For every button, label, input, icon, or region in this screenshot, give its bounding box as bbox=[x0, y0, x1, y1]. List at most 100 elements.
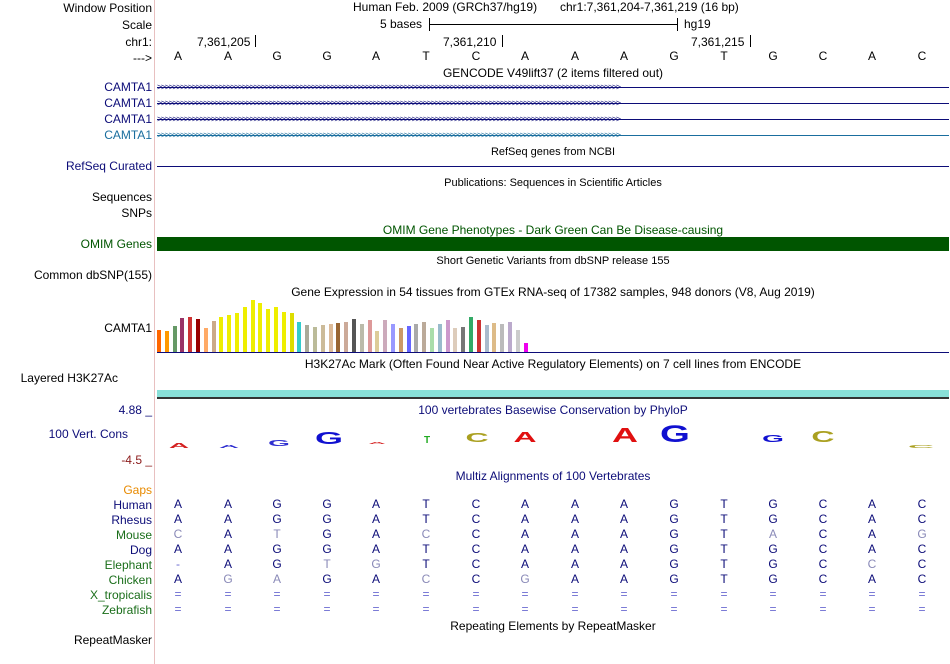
gencode-transcript-line[interactable]: >>>>>>>>>>>>>>>>>>>>>>>>>>>>>>>>>>>>>>>>… bbox=[157, 80, 949, 95]
species-label[interactable]: Dog bbox=[129, 543, 152, 557]
species-label[interactable]: Elephant bbox=[104, 558, 152, 572]
gtex-tissue-bar[interactable] bbox=[219, 317, 224, 352]
gtex-tissue-bar[interactable] bbox=[391, 324, 395, 352]
gtex-tissue-bar[interactable] bbox=[406, 326, 411, 352]
species-label[interactable]: Chicken bbox=[108, 573, 152, 587]
gtex-tissue-bar[interactable] bbox=[515, 330, 520, 352]
gtex-title[interactable]: Gene Expression in 54 tissues from GTEx … bbox=[291, 285, 815, 299]
gtex-tissue-bar[interactable] bbox=[258, 303, 263, 352]
gtex-tissue-bar[interactable] bbox=[196, 319, 200, 352]
track-label-gutter-divider[interactable] bbox=[154, 0, 155, 664]
alignment-base: = bbox=[620, 587, 628, 601]
gencode-transcript-label[interactable]: CAMTA1 bbox=[104, 96, 152, 110]
gtex-tissue-bar[interactable] bbox=[492, 323, 497, 352]
h3k27ac-signal[interactable] bbox=[157, 390, 949, 397]
gtex-tissue-bar[interactable] bbox=[383, 320, 388, 352]
omim-title[interactable]: OMIM Gene Phenotypes - Dark Green Can Be… bbox=[382, 223, 724, 237]
gtex-label[interactable]: CAMTA1 bbox=[104, 321, 152, 335]
gaps-label[interactable]: Gaps bbox=[123, 483, 152, 497]
gtex-tissue-bar[interactable] bbox=[274, 307, 278, 352]
refseq-line[interactable] bbox=[157, 166, 949, 167]
gtex-tissue-bar[interactable] bbox=[445, 320, 450, 352]
gtex-tissue-bar[interactable] bbox=[266, 309, 271, 352]
publications-label[interactable]: Sequences bbox=[91, 190, 152, 204]
gtex-tissue-bar[interactable] bbox=[157, 330, 161, 352]
logo-letter-c: C bbox=[811, 428, 834, 446]
alignment-base: = bbox=[868, 587, 876, 601]
h3k27ac-label[interactable]: Layered H3K27Ac bbox=[20, 371, 118, 385]
gtex-tissue-bar[interactable] bbox=[344, 322, 349, 352]
gtex-tissue-bar[interactable] bbox=[313, 327, 317, 352]
refseq-label[interactable]: RefSeq Curated bbox=[65, 159, 152, 173]
gtex-tissue-bar[interactable] bbox=[242, 307, 247, 352]
gtex-tissue-bar[interactable] bbox=[180, 318, 185, 352]
gtex-tissue-bar[interactable] bbox=[437, 324, 442, 352]
gtex-tissue-bar[interactable] bbox=[164, 331, 169, 352]
alignment-base: G bbox=[669, 497, 679, 511]
gtex-tissue-bar[interactable] bbox=[453, 328, 458, 352]
alignment-base: T bbox=[323, 557, 331, 571]
gtex-tissue-bar[interactable] bbox=[367, 320, 372, 352]
conservation-title[interactable]: 100 vertebrates Basewise Conservation by… bbox=[418, 403, 688, 417]
alignment-base: G bbox=[669, 557, 679, 571]
conservation-label[interactable]: 100 Vert. Cons bbox=[48, 427, 128, 441]
gtex-tissue-bar[interactable] bbox=[500, 324, 505, 352]
base-letter: A bbox=[619, 49, 628, 63]
gencode-transcript-line[interactable]: >>>>>>>>>>>>>>>>>>>>>>>>>>>>>>>>>>>>>>>>… bbox=[157, 96, 949, 111]
gtex-tissue-bar[interactable] bbox=[336, 323, 341, 352]
gtex-tissue-bar[interactable] bbox=[328, 324, 333, 352]
gtex-tissue-bar[interactable] bbox=[461, 327, 466, 352]
dbsnp-label[interactable]: Common dbSNP(155) bbox=[33, 268, 152, 282]
gtex-tissue-bar[interactable] bbox=[414, 324, 419, 352]
dbsnp-title[interactable]: Short Genetic Variants from dbSNP releas… bbox=[436, 255, 670, 267]
gencode-transcript-line[interactable]: >>>>>>>>>>>>>>>>>>>>>>>>>>>>>>>>>>>>>>>>… bbox=[157, 112, 949, 127]
omim-feature[interactable] bbox=[157, 237, 949, 251]
conservation-logo[interactable]: A A G G A T C A A G G C C bbox=[157, 418, 949, 452]
gencode-transcript-label[interactable]: CAMTA1 bbox=[104, 112, 152, 126]
species-label[interactable]: Human bbox=[113, 498, 152, 512]
publications-title[interactable]: Publications: Sequences in Scientific Ar… bbox=[444, 177, 662, 189]
gtex-tissue-bar[interactable] bbox=[430, 328, 434, 352]
multiz-title[interactable]: Multiz Alignments of 100 Vertebrates bbox=[455, 469, 651, 483]
gtex-tissue-bar[interactable] bbox=[422, 322, 427, 352]
gtex-tissue-bar[interactable] bbox=[375, 331, 380, 352]
gencode-title[interactable]: GENCODE V49lift37 (2 items filtered out) bbox=[442, 66, 664, 80]
alignment-base: A bbox=[570, 497, 579, 511]
gtex-tissue-bar[interactable] bbox=[352, 319, 356, 352]
alignment-base: = bbox=[571, 587, 579, 601]
gtex-tissue-bar[interactable] bbox=[523, 343, 528, 352]
gencode-transcript-line[interactable]: >>>>>>>>>>>>>>>>>>>>>>>>>>>>>>>>>>>>>>>>… bbox=[157, 128, 949, 143]
gtex-bar-chart[interactable] bbox=[157, 298, 949, 352]
gtex-tissue-bar[interactable] bbox=[235, 313, 239, 352]
species-label[interactable]: X_tropicalis bbox=[89, 588, 152, 602]
species-label[interactable]: Rhesus bbox=[111, 513, 152, 527]
species-label[interactable]: Mouse bbox=[115, 528, 152, 542]
gtex-tissue-bar[interactable] bbox=[289, 313, 294, 352]
gtex-tissue-bar[interactable] bbox=[398, 328, 403, 352]
gtex-tissue-bar[interactable] bbox=[359, 324, 364, 352]
alignment-base: G bbox=[669, 512, 679, 526]
gtex-tissue-bar[interactable] bbox=[281, 312, 286, 352]
gtex-tissue-bar[interactable] bbox=[297, 322, 302, 352]
omim-label[interactable]: OMIM Genes bbox=[80, 237, 152, 251]
gtex-tissue-bar[interactable] bbox=[250, 300, 255, 352]
gtex-tissue-bar[interactable] bbox=[203, 328, 208, 352]
gtex-tissue-bar[interactable] bbox=[476, 320, 481, 352]
repeatmasker-label[interactable]: RepeatMasker bbox=[73, 633, 152, 647]
refseq-title[interactable]: RefSeq genes from NCBI bbox=[490, 146, 616, 158]
gtex-tissue-bar[interactable] bbox=[508, 322, 512, 352]
repeatmasker-title[interactable]: Repeating Elements by RepeatMasker bbox=[450, 619, 656, 633]
gtex-tissue-bar[interactable] bbox=[211, 321, 216, 352]
gtex-tissue-bar[interactable] bbox=[320, 325, 325, 352]
gencode-transcript-label[interactable]: CAMTA1 bbox=[104, 128, 152, 142]
gtex-tissue-bar[interactable] bbox=[227, 315, 232, 352]
species-label[interactable]: Zebrafish bbox=[101, 603, 152, 617]
h3k27ac-title[interactable]: H3K27Ac Mark (Often Found Near Active Re… bbox=[304, 357, 802, 371]
gencode-transcript-label[interactable]: CAMTA1 bbox=[104, 80, 152, 94]
snps-label[interactable]: SNPs bbox=[121, 206, 152, 220]
gtex-tissue-bar[interactable] bbox=[172, 326, 177, 352]
gtex-tissue-bar[interactable] bbox=[469, 317, 473, 352]
gtex-tissue-bar[interactable] bbox=[484, 325, 489, 352]
gtex-tissue-bar[interactable] bbox=[188, 317, 193, 352]
gtex-tissue-bar[interactable] bbox=[305, 325, 310, 352]
